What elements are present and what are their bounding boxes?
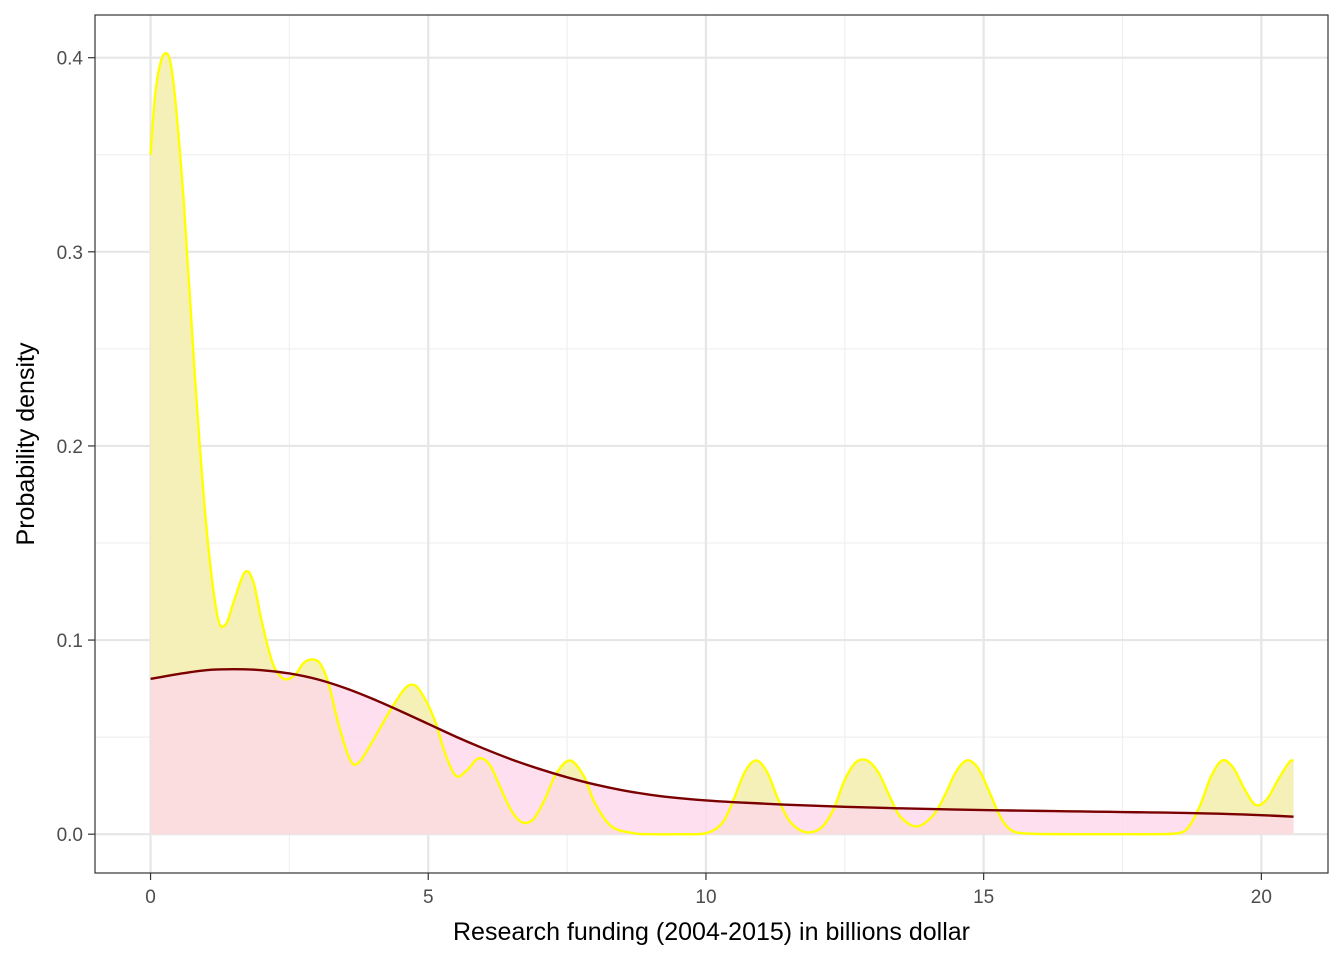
x-axis-ticks: 0 5 10 15 20 (145, 873, 1272, 908)
density-area-2 (150, 669, 1294, 835)
y-tick-label: 0.2 (57, 437, 83, 458)
y-axis-title: Probability density (12, 342, 40, 545)
density-line-1 (149, 52, 1295, 836)
density-lines (149, 52, 1295, 836)
x-tick-label: 20 (1251, 887, 1272, 908)
y-tick-label: 0.0 (57, 825, 83, 846)
x-tick-label: 0 (145, 887, 156, 908)
x-tick-label: 5 (423, 887, 434, 908)
x-axis-title: Research funding (2004-2015) in billions… (453, 918, 970, 946)
density-areas (150, 53, 1294, 835)
y-tick-label: 0.4 (57, 49, 84, 70)
x-tick-label: 10 (695, 887, 716, 908)
y-tick-label: 0.1 (57, 631, 83, 652)
minor-gridlines (95, 15, 1328, 873)
x-tick-label: 15 (973, 887, 994, 908)
y-axis-ticks: 0.0 0.1 0.2 0.3 0.4 (57, 49, 95, 846)
panel-border (94, 14, 1329, 874)
y-tick-label: 0.3 (57, 243, 83, 264)
density-line-2 (150, 667, 1294, 818)
